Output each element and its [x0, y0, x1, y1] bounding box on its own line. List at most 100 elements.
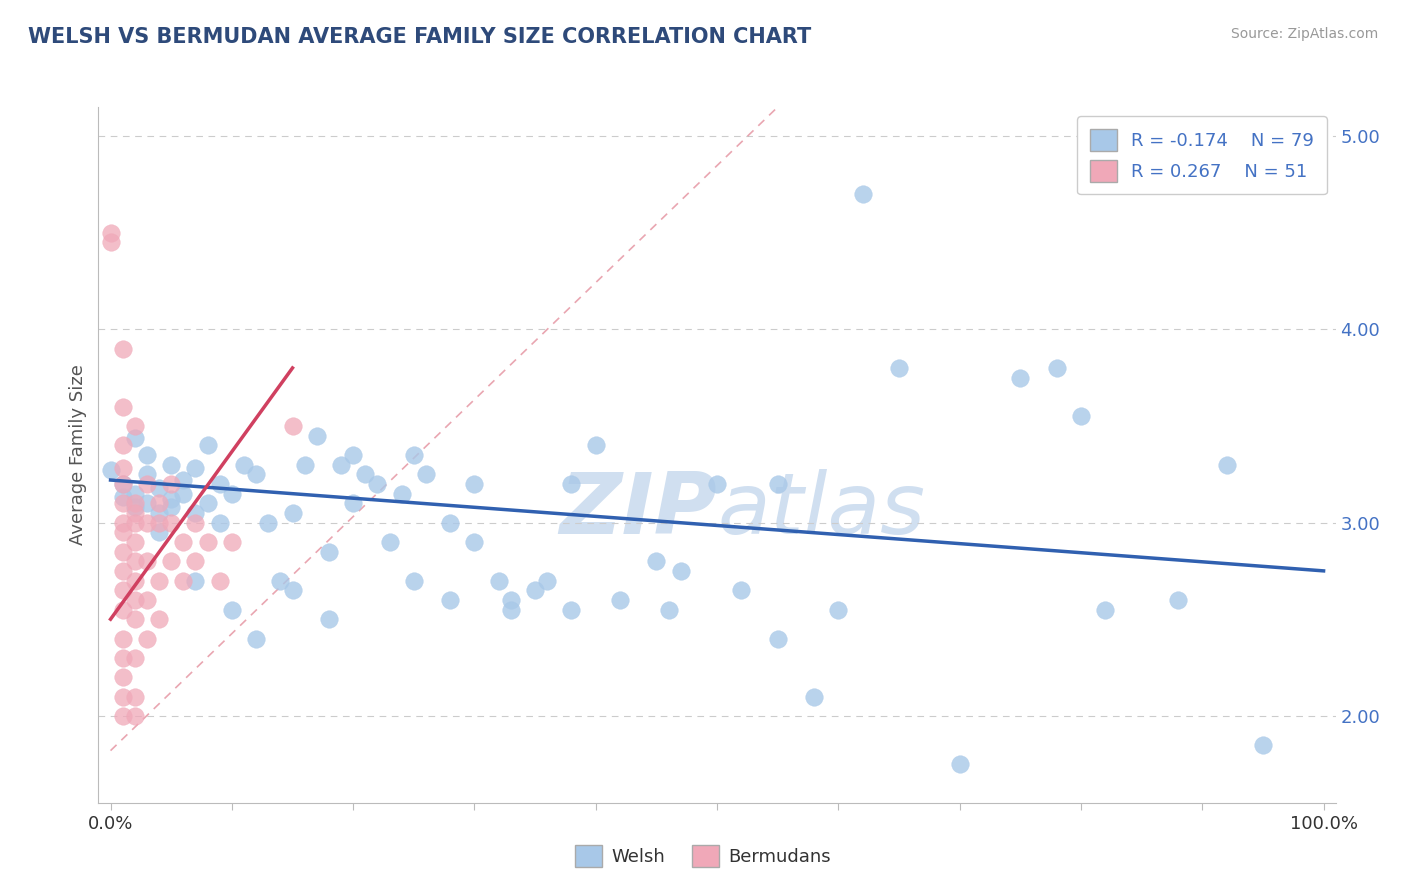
Point [111, 491, 134, 505]
Point [111, 583, 134, 598]
Point [609, 593, 631, 607]
Point [148, 525, 170, 540]
Point [124, 690, 146, 704]
Point [415, 467, 437, 482]
Point [208, 574, 231, 588]
Point [197, 496, 219, 510]
Point [111, 477, 134, 491]
Point [124, 486, 146, 500]
Point [124, 500, 146, 515]
Point [136, 477, 159, 491]
Point [524, 583, 547, 598]
Point [136, 593, 159, 607]
Point [463, 535, 485, 549]
Point [803, 690, 825, 704]
Point [827, 602, 849, 616]
Point [111, 516, 134, 530]
Point [342, 448, 364, 462]
Point [281, 506, 304, 520]
Point [1010, 370, 1032, 384]
Y-axis label: Average Family Size: Average Family Size [69, 365, 87, 545]
Point [706, 477, 728, 491]
Point [172, 574, 194, 588]
Point [488, 574, 510, 588]
Point [208, 516, 231, 530]
Point [124, 593, 146, 607]
Point [111, 690, 134, 704]
Point [111, 461, 134, 475]
Point [124, 516, 146, 530]
Point [111, 438, 134, 452]
Point [766, 632, 789, 646]
Point [949, 757, 972, 772]
Point [136, 516, 159, 530]
Point [463, 477, 485, 491]
Point [111, 602, 134, 616]
Point [160, 477, 183, 491]
Point [111, 670, 134, 684]
Point [184, 554, 207, 568]
Point [402, 574, 425, 588]
Point [111, 477, 134, 491]
Point [111, 544, 134, 558]
Point [560, 477, 582, 491]
Point [730, 583, 752, 598]
Point [160, 516, 183, 530]
Point [184, 506, 207, 520]
Point [378, 535, 401, 549]
Text: Source: ZipAtlas.com: Source: ZipAtlas.com [1230, 27, 1378, 41]
Point [111, 342, 134, 356]
Point [766, 477, 789, 491]
Point [585, 438, 607, 452]
Point [402, 448, 425, 462]
Point [499, 602, 522, 616]
Point [1251, 738, 1274, 752]
Point [1167, 593, 1189, 607]
Point [100, 235, 122, 250]
Point [1070, 409, 1092, 424]
Point [245, 467, 267, 482]
Point [391, 486, 413, 500]
Point [136, 632, 159, 646]
Point [184, 574, 207, 588]
Point [160, 492, 183, 507]
Point [294, 458, 316, 472]
Point [136, 467, 159, 482]
Point [1094, 602, 1116, 616]
Point [111, 525, 134, 540]
Point [342, 496, 364, 510]
Point [1215, 458, 1237, 472]
Point [111, 709, 134, 723]
Legend: R = -0.174    N = 79, R = 0.267    N = 51: R = -0.174 N = 79, R = 0.267 N = 51 [1077, 116, 1327, 194]
Point [221, 602, 243, 616]
Point [172, 486, 194, 500]
Point [366, 477, 388, 491]
Point [184, 461, 207, 475]
Point [281, 419, 304, 434]
Point [439, 593, 461, 607]
Point [124, 506, 146, 520]
Point [148, 496, 170, 510]
Point [221, 535, 243, 549]
Point [269, 574, 291, 588]
Text: WELSH VS BERMUDAN AVERAGE FAMILY SIZE CORRELATION CHART: WELSH VS BERMUDAN AVERAGE FAMILY SIZE CO… [28, 27, 811, 46]
Point [645, 554, 668, 568]
Point [197, 535, 219, 549]
Point [111, 651, 134, 665]
Point [208, 477, 231, 491]
Point [172, 473, 194, 487]
Point [124, 554, 146, 568]
Point [499, 593, 522, 607]
Point [281, 583, 304, 598]
Point [136, 554, 159, 568]
Point [148, 612, 170, 626]
Point [148, 506, 170, 520]
Point [197, 438, 219, 452]
Point [221, 486, 243, 500]
Point [1046, 361, 1069, 376]
Point [233, 458, 256, 472]
Point [318, 612, 340, 626]
Point [136, 496, 159, 510]
Point [439, 516, 461, 530]
Point [124, 431, 146, 445]
